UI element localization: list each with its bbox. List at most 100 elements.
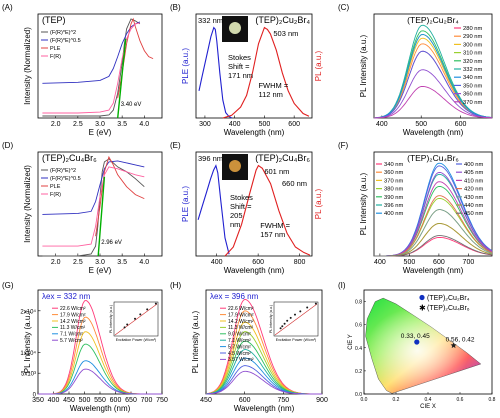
plot-frame — [37, 13, 163, 119]
panel-D: (D) 2.0 2.5 3.0 3.5 4.0 E (eV) Intensity (Norma… — [2, 141, 163, 275]
legend-label: 332 nm — [463, 67, 483, 73]
legend-label: (F(R)*E)^0.5 — [50, 38, 81, 44]
x-tick-label: 3.0 — [95, 121, 105, 128]
legend-label: 370 nm — [463, 100, 483, 106]
inset-point — [281, 325, 284, 328]
y-tick-label: 5x10³ — [21, 372, 36, 378]
x-tick-label: 600 — [288, 121, 300, 128]
legend-marker — [419, 294, 425, 301]
y-tick-label: 0.6 — [355, 323, 362, 329]
legend-label: (F(R)*E)^2 — [50, 168, 76, 174]
sample-glow — [229, 22, 241, 34]
inset-point — [126, 323, 129, 326]
x-tick-label: 600 — [433, 259, 445, 266]
inset-point — [306, 306, 309, 309]
panel-title: (TEP)₂Cu₂Br₄ — [407, 15, 459, 25]
inset-point — [289, 316, 292, 319]
series-ple — [197, 164, 230, 255]
legend-label: F(R) — [50, 54, 61, 60]
legend-label: 14.2 W/cm² — [60, 319, 86, 325]
y-tick-label: 0 — [33, 393, 37, 399]
x-tick-label: 2.0 — [51, 259, 61, 266]
excitation-label: λex = 332 nm — [42, 292, 91, 301]
x-axis-label: E (eV) — [89, 128, 112, 137]
inset-point — [283, 322, 286, 325]
legend-label: 430 nm — [464, 195, 484, 201]
plot-frame — [195, 151, 313, 257]
x-tick-label: 450 — [200, 397, 212, 404]
legend-label: 340 nm — [463, 75, 483, 81]
pl-curve — [373, 69, 493, 119]
x-tick-label: 900 — [316, 397, 328, 404]
x-tick-label: 750 — [156, 397, 168, 404]
peak-annotation: 332 nm — [198, 16, 223, 25]
x-axis-label: Wavelength (nm) — [70, 404, 131, 413]
legend-label: 310 nm — [463, 51, 483, 57]
y-axis-label: CIE Y — [348, 334, 354, 350]
legend-label: PLE — [50, 46, 61, 52]
fwhm-label: FWHM = — [260, 221, 290, 230]
peak-annotation: 660 nm — [282, 179, 307, 188]
series-fit — [97, 176, 106, 257]
x-tick-label: 0.0 — [361, 397, 368, 403]
legend-label: (F(R)*E)^0.5 — [50, 176, 81, 182]
series-fr — [42, 22, 140, 114]
sample-glow — [229, 160, 241, 172]
legend-label: 400 nm — [384, 211, 404, 217]
panel-E: (E) 400 600 800 Wavelength (nm) PLE (a.u.) PL … — [170, 141, 323, 275]
legend-label: 7.1 W/cm² — [228, 338, 251, 344]
x-tick-label: 0.2 — [393, 397, 400, 403]
x-tick-label: 0.8 — [489, 397, 496, 403]
legend-label: 22.6 W/cm² — [60, 306, 86, 312]
legend-label: 405 nm — [464, 170, 484, 176]
x-tick-label: 300 — [199, 121, 211, 128]
x-tick-label: 350 — [32, 397, 44, 404]
legend-label: 4.5 W/cm² — [228, 351, 251, 357]
x-tick-label: 600 — [110, 397, 122, 404]
excitation-label: λex = 396 nm — [210, 292, 259, 301]
pl-curve — [38, 368, 162, 395]
cie-point-label: 0.56, 0.42 — [446, 336, 475, 343]
series-pl — [222, 26, 310, 119]
x-tick-label: 4.0 — [139, 121, 149, 128]
fwhm-value: 157 nm — [260, 230, 285, 239]
series-ple — [95, 155, 145, 237]
legend-label: 9.0 W/cm² — [228, 332, 251, 338]
panel-label: (C) — [338, 3, 349, 12]
inset-point — [123, 326, 126, 329]
legend-label: 3.57 W/cm² — [228, 357, 254, 363]
inset-point — [134, 317, 136, 320]
x-tick-label: 650 — [125, 397, 137, 404]
legend-label: (TEP)₂Cu₄Br₆ — [427, 305, 470, 312]
x-axis-label: Wavelength (nm) — [224, 128, 285, 137]
legend-label: 290 nm — [463, 34, 483, 40]
x-tick-label: 3.5 — [117, 121, 127, 128]
cie-point — [414, 339, 420, 345]
y-tick-label: 0.4 — [355, 346, 362, 352]
legend-label: 11.3 W/cm² — [60, 325, 86, 331]
x-tick-label: 500 — [415, 121, 427, 128]
panel-label: (G) — [2, 281, 14, 290]
panel-title: (TEP)₂Cu₄Br₆ — [255, 153, 310, 163]
x-axis-label: E (eV) — [89, 266, 112, 275]
inset-point — [286, 319, 289, 322]
stokes-label: Shift = — [230, 202, 252, 211]
gap-annotation: 2.96 eV — [101, 240, 122, 246]
legend-label: 300 nm — [463, 42, 483, 48]
inset-point — [299, 310, 302, 313]
legend-label: 17.9 W/cm² — [60, 312, 86, 318]
legend-label: F(R) — [50, 192, 61, 198]
y-tick-label: 1x10⁴ — [20, 350, 36, 357]
inset-y-label: PL Intensity (a.u.) — [269, 305, 273, 333]
inset-point — [146, 308, 149, 311]
y-axis-label: PL Intensity (a.u.) — [23, 310, 32, 373]
legend-label: 22.6 W/cm² — [228, 306, 254, 312]
x-tick-label: 4.0 — [139, 259, 149, 266]
legend-label: 360 nm — [384, 170, 404, 176]
legend-label: 5.7 W/cm² — [228, 344, 251, 350]
inset-fit — [274, 303, 318, 336]
inset-point — [279, 327, 282, 330]
legend-label: 410 nm — [464, 178, 484, 184]
x-tick-label: 600 — [455, 121, 467, 128]
